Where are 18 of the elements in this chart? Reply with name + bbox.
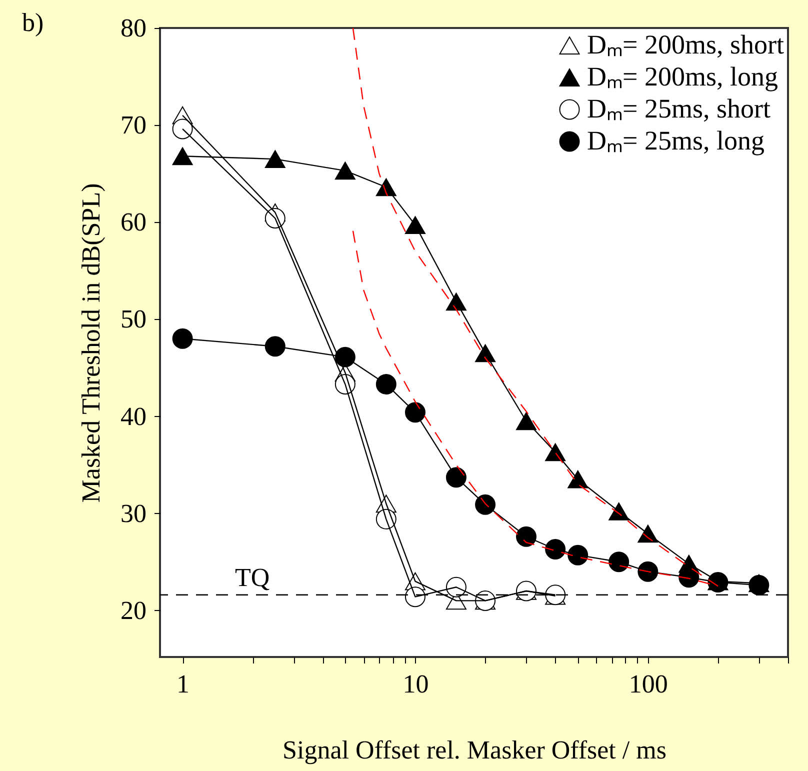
text: b) bbox=[22, 8, 44, 37]
x-tick-label: 1 bbox=[176, 670, 190, 698]
y-tick-label: 60 bbox=[120, 208, 146, 237]
legend-label: Dₘ= 200ms, short bbox=[587, 30, 784, 60]
y-tick-label: 20 bbox=[120, 596, 146, 625]
legend-label: Dₘ= 200ms, long bbox=[587, 62, 778, 92]
x-axis-title: Signal Offset rel. Masker Offset / ms bbox=[282, 736, 666, 764]
y-tick-label: 30 bbox=[120, 498, 146, 528]
ref-line-label: TQ bbox=[235, 562, 270, 592]
y-tick-label: 50 bbox=[120, 304, 146, 334]
y-tick-label: 70 bbox=[120, 110, 146, 140]
legend-label: Dₘ= 25ms, short bbox=[587, 94, 771, 124]
x-tick-label: 100 bbox=[628, 670, 668, 698]
x-tick-label: 10 bbox=[402, 670, 429, 698]
y-tick-label: 40 bbox=[120, 402, 146, 431]
y-axis-title: Masked Threshold in dB(SPL) bbox=[76, 183, 106, 503]
legend-label: Dₘ= 25ms, long bbox=[587, 126, 764, 156]
y-tick-label: 80 bbox=[120, 14, 146, 42]
